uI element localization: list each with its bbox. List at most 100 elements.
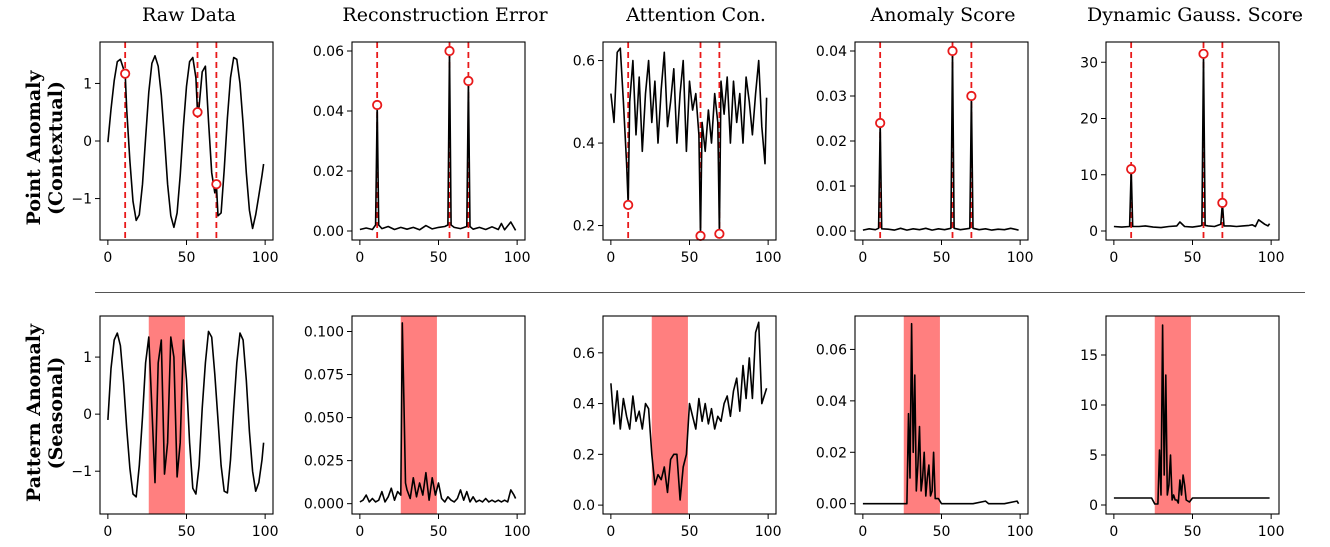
panel-r0c1-xtick-label-0: 0 [355, 250, 364, 266]
column-title-dynamic-gauss-score: Dynamic Gauss. Score [1086, 4, 1304, 26]
panel-r0c1-series-line [359, 50, 517, 231]
panel-r0c4-series-line [1113, 52, 1271, 229]
panel-r1c1-series-line [359, 322, 517, 503]
panel-r1c3-ytick-label-0: 0.00 [816, 497, 847, 513]
panel-r0c1-anomaly-marker-0 [372, 99, 383, 111]
panel-r0c3: 0 50 100 0.00 0.01 0.02 0.03 0.04 [816, 41, 1034, 266]
panel-r0c2-series-line [610, 47, 768, 237]
panel-r1c3-ytick-label-1: 0.02 [816, 445, 847, 461]
panel-r1c3-series-line [862, 322, 1020, 505]
panel-r1c0-series-line [107, 330, 265, 498]
panel-r0c3-ytick-label-4: 0.04 [816, 44, 847, 60]
panel-r1c0-xtick-label-1: 50 [178, 524, 196, 540]
panel-r0c3-anomaly-marker-2 [966, 90, 977, 102]
panel-r1c2-series-line [610, 321, 768, 501]
panel-r0c1-anomaly-marker-2 [463, 75, 474, 87]
panel-r1c1-ytick-label-4: 0.100 [304, 324, 344, 340]
panel-r1c3: 0 50 100 0.00 0.02 0.04 0.06 [816, 315, 1034, 540]
panel-r1c4-series-line [1113, 324, 1270, 505]
panel-r1c4-xtick-label-1: 50 [1184, 524, 1202, 540]
panel-r0c1: 0 50 100 0.00 0.02 0.04 0.06 [313, 41, 531, 266]
panel-r1c1-ytick-label-1: 0.025 [304, 454, 344, 470]
panel-r1c1-ytick-label-2: 0.050 [304, 411, 344, 427]
panel-r0c4-ytick-label-0: 0 [1089, 224, 1098, 240]
panel-r1c1-xtick-label-0: 0 [355, 524, 364, 540]
panel-r0c0-ytick-label-0: 1 [83, 76, 92, 92]
panel-r1c1: 0 50 100 0.000 0.025 0.050 0.075 0.100 [304, 315, 531, 540]
column-title-reconstruction-error: Reconstruction Error [342, 4, 548, 26]
panel-r0c3-ytick-label-3: 0.03 [816, 89, 847, 105]
panel-r1c4-frame [1105, 315, 1280, 515]
panel-r0c1-ytick-label-1: 0.02 [313, 164, 344, 180]
panel-r0c4-ytick-label-2: 20 [1080, 112, 1098, 128]
panel-r1c0-ytick-label-1: 0 [83, 407, 92, 423]
panel-r0c1-ytick-label-2: 0.04 [313, 104, 344, 120]
panel-r0c3-ytick-label-2: 0.02 [816, 134, 847, 150]
panel-r1c0-xtick-label-2: 100 [252, 524, 279, 540]
panel-r1c2-ytick-label-3: 0.6 [573, 346, 595, 362]
panel-r0c2-xtick-label-2: 100 [755, 250, 782, 266]
panel-r1c0: 0 50 100 1 0 −1 [71, 315, 279, 540]
panel-r0c2-ytick-label-0: 0.2 [573, 219, 595, 235]
panel-r0c3-ytick-label-0: 0.00 [816, 224, 847, 240]
panel-r1c1-xtick-label-2: 100 [504, 524, 531, 540]
panel-r1c4-xtick-label-0: 0 [1109, 524, 1118, 540]
panel-r0c2-anomaly-marker-1 [695, 230, 706, 241]
panel-r0c2-xtick-label-0: 0 [606, 250, 615, 266]
panel-r0c1-ytick-label-3: 0.06 [313, 44, 344, 60]
panel-r0c1-anomaly-marker-1 [444, 45, 455, 57]
panel-r0c4-ytick-label-3: 30 [1080, 55, 1098, 71]
panel-r0c2-anomaly-marker-2 [714, 228, 725, 239]
panel-r0c1-xtick-label-1: 50 [430, 250, 448, 266]
panel-r0c3-xtick-label-2: 100 [1007, 250, 1034, 266]
panel-r0c3-anomaly-marker-0 [875, 117, 886, 129]
panel-r1c0-xtick-label-0: 0 [103, 524, 112, 540]
panel-r1c3-xtick-label-2: 100 [1007, 524, 1034, 540]
panel-r1c4-ytick-label-3: 15 [1080, 348, 1098, 364]
panel-r1c0-ytick-label-2: −1 [71, 464, 92, 480]
panel-r0c3-xtick-label-1: 50 [933, 250, 951, 266]
panel-r1c0-anomaly-region [148, 316, 185, 514]
panel-r1c2-ytick-label-1: 0.2 [573, 447, 595, 463]
panel-r1c3-xtick-label-1: 50 [933, 524, 951, 540]
row-separator-line [95, 292, 1305, 293]
panel-r0c0-ytick-label-1: 0 [83, 134, 92, 150]
panel-r0c1-xtick-label-2: 100 [504, 250, 531, 266]
panel-r1c1-ytick-label-3: 0.075 [304, 368, 344, 384]
panel-r0c2-ytick-label-1: 0.4 [573, 136, 595, 152]
panel-r0c0-xtick-label-0: 0 [103, 250, 112, 266]
panel-r0c0-xtick-label-1: 50 [178, 250, 196, 266]
panel-r0c4-xtick-label-1: 50 [1184, 250, 1202, 266]
panel-r0c4-xtick-label-2: 100 [1258, 250, 1285, 266]
panel-r1c1-xtick-label-1: 50 [430, 524, 448, 540]
panel-r1c2: 0 50 100 0.0 0.2 0.4 0.6 [573, 315, 782, 540]
panel-r0c4-xtick-label-0: 0 [1109, 250, 1118, 266]
panel-r0c4-anomaly-marker-2 [1217, 197, 1228, 208]
panel-r0c3-xtick-label-0: 0 [858, 250, 867, 266]
panel-r0c0-anomaly-marker-0 [120, 68, 131, 79]
panel-r1c4: 0 50 100 0 5 10 15 [1080, 315, 1285, 540]
panel-r0c0: 0 50 100 1 0 −1 [71, 41, 279, 266]
panel-r0c4-anomaly-marker-0 [1126, 164, 1137, 175]
panel-r1c0-ytick-label-0: 1 [83, 350, 92, 366]
panel-r0c2-anomaly-marker-0 [623, 199, 634, 211]
panel-r1c2-xtick-label-0: 0 [606, 524, 615, 540]
panel-r1c1-anomaly-region [400, 316, 437, 514]
column-title-attention-con: Attention Con. [626, 4, 766, 26]
panel-r1c2-xtick-label-2: 100 [755, 524, 782, 540]
panel-r1c4-ytick-label-0: 0 [1089, 498, 1098, 514]
panel-r0c4-anomaly-marker-1 [1198, 48, 1209, 59]
panel-r0c3-ytick-label-1: 0.01 [816, 179, 847, 195]
panel-r1c2-ytick-label-0: 0.0 [573, 498, 595, 514]
panel-r1c4-ytick-label-1: 5 [1089, 448, 1098, 464]
panel-r1c2-ytick-label-2: 0.4 [573, 397, 595, 413]
panel-r0c3-series-line [862, 50, 1019, 231]
panel-r0c4: 0 50 100 0 10 20 30 [1080, 41, 1285, 266]
panel-r0c4-ytick-label-1: 10 [1080, 168, 1098, 184]
column-title-raw-data: Raw Data [142, 4, 236, 26]
panel-r1c2-anomaly-region [651, 316, 688, 514]
panel-r0c0-series-line [107, 54, 265, 230]
panel-r0c2: 0 50 100 0.2 0.4 0.6 [573, 41, 782, 266]
